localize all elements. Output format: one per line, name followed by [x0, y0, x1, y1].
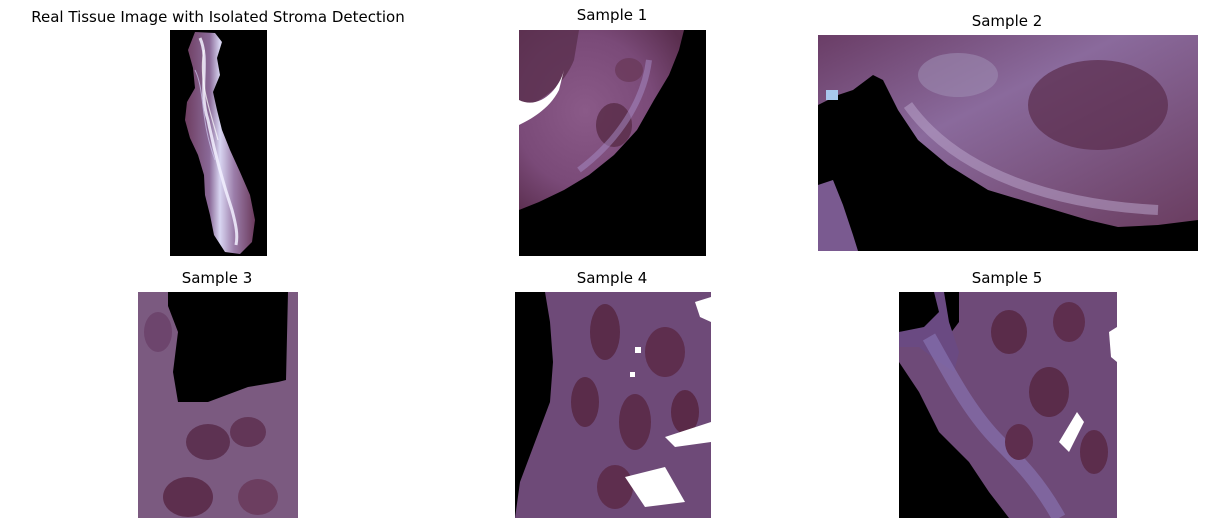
sample-5-image: [899, 292, 1117, 518]
main-tissue-image: [170, 30, 267, 256]
main-panel-title: Real Tissue Image with Isolated Stroma D…: [31, 8, 405, 26]
sample-1-title: Sample 1: [576, 6, 648, 24]
sample-2-image: [818, 35, 1198, 251]
sample-2-title: Sample 2: [971, 12, 1043, 30]
sample-5-title: Sample 5: [971, 269, 1043, 287]
sample-3-image: [138, 292, 298, 518]
sample-1-image: [519, 30, 706, 256]
sample-4-title: Sample 4: [576, 269, 648, 287]
sample-3-title: Sample 3: [181, 269, 253, 287]
sample-4-image: [515, 292, 711, 518]
